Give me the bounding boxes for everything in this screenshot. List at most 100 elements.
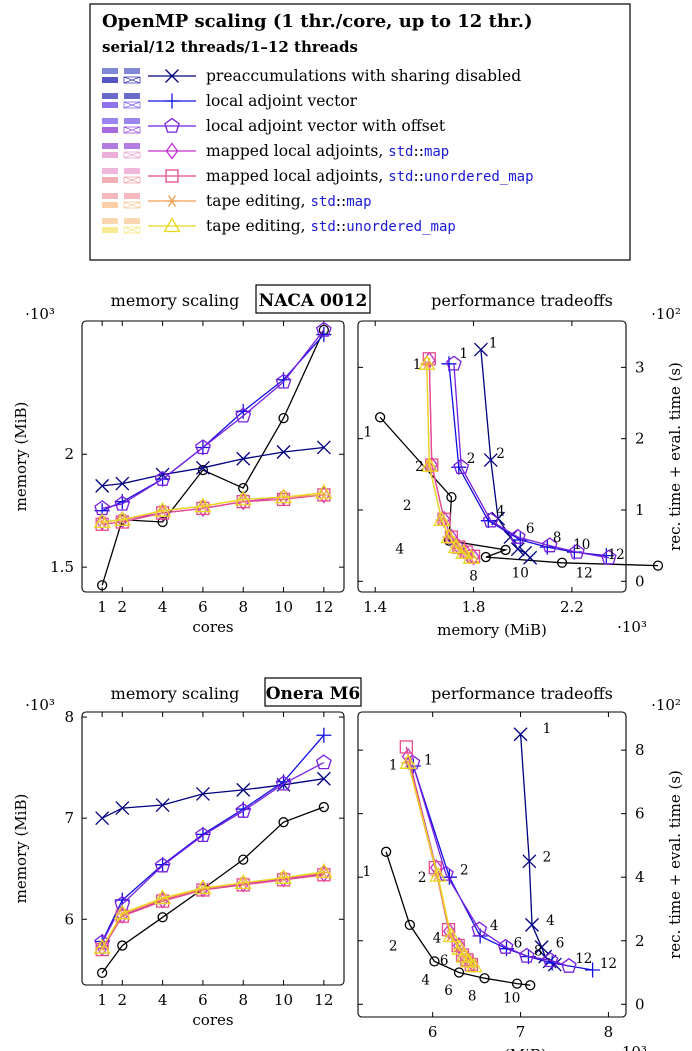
data-point (278, 817, 289, 828)
data-point (155, 798, 170, 812)
legend-swatch-serial-alt (102, 102, 118, 108)
legend-code-span: map (346, 194, 371, 210)
thread-count-label: 6 (556, 935, 565, 951)
data-point (451, 939, 469, 955)
data-point (317, 488, 331, 501)
data-point (453, 458, 470, 474)
series-line (101, 806, 325, 974)
legend-code-span: std (311, 219, 336, 235)
y-tick-label: 6 (635, 805, 645, 823)
x-axis-label: memory (MiB) (437, 621, 547, 639)
data-point (318, 801, 329, 813)
data-point (154, 470, 171, 486)
series-lav (94, 727, 332, 950)
data-point (429, 866, 447, 882)
thread-count-label: 1 (389, 757, 398, 773)
legend-swatch-hatched (123, 226, 141, 234)
data-point (195, 826, 211, 842)
data-point (197, 464, 209, 476)
data-point (465, 957, 483, 973)
series-line (101, 871, 324, 948)
data-point (195, 460, 210, 475)
naca-title: NACA 0012 (259, 291, 368, 311)
series-line (407, 762, 475, 967)
legend-swatch-serial (102, 168, 118, 174)
y-axis-label: rec. time + eval. time (s) (666, 362, 684, 551)
legend-swatch-threads (124, 68, 140, 74)
legend-swatch-serial (102, 118, 118, 124)
legend-code-span: std (311, 194, 336, 210)
legend-swatch-threads (124, 193, 140, 199)
data-point (195, 827, 211, 843)
thread-count-label: 4 (433, 931, 442, 947)
legend-entry-sd: preaccumulations with sharing disabled (102, 67, 521, 85)
series-mla (95, 486, 331, 531)
legend-marker (165, 169, 179, 183)
data-point (278, 412, 289, 424)
data-point (522, 854, 537, 869)
legend-text-span: tape editing, (206, 192, 311, 210)
y-tick-label: 0 (635, 995, 645, 1013)
data-point (95, 811, 110, 826)
data-point (483, 453, 498, 468)
data-point (95, 478, 110, 493)
legend-marker (165, 142, 179, 160)
legend-swatch-threads (124, 118, 140, 124)
thread-count-label: 2 (467, 451, 476, 467)
legend-marker (164, 93, 180, 109)
series-ref (97, 324, 329, 591)
legend-text-span: local adjoint vector with offset (206, 117, 446, 135)
y-tick-label: 8 (64, 708, 74, 726)
legend-swatch-hatched (123, 201, 141, 209)
legend-swatch-serial-alt (102, 127, 118, 133)
data-point (155, 857, 171, 873)
data-point (480, 551, 492, 563)
thread-count-label: 2 (496, 446, 505, 462)
data-point (455, 543, 473, 559)
legend-code-span: std (388, 169, 413, 185)
thread-count-label: 10 (503, 990, 520, 1006)
naca-title-box (255, 284, 371, 314)
y-tick-label: 8 (635, 741, 645, 759)
legend-label: local adjoint vector (206, 92, 358, 110)
data-point (462, 548, 480, 564)
data-point (418, 354, 436, 370)
series-mlau (95, 488, 331, 531)
series-lavo (94, 321, 332, 516)
data-point (525, 917, 539, 932)
legend-marker (165, 195, 179, 207)
data-point (399, 754, 417, 769)
y-tick-label: 4 (635, 868, 645, 886)
data-point (432, 511, 451, 527)
legend-swatch-hatched (123, 176, 141, 184)
legend-text-span: :: (336, 217, 346, 235)
data-point (497, 938, 514, 954)
data-point (542, 952, 559, 968)
series-line (102, 494, 324, 525)
series-line (379, 416, 659, 567)
y-tick-label: 0 (635, 572, 645, 590)
legend-swatch-serial-alt (102, 152, 118, 158)
x-tick-label: 7 (516, 1023, 526, 1041)
legend-text-span: mapped local adjoints, (206, 142, 388, 160)
x-tick-label: 1.8 (462, 598, 486, 616)
data-point (380, 846, 392, 857)
thread-count-label: 1 (413, 357, 422, 373)
data-point (97, 580, 108, 591)
legend-text-span: tape editing, (206, 217, 311, 235)
y-scale-label: ·10² (651, 305, 681, 323)
x-tick-label: 8 (238, 991, 248, 1009)
data-point (235, 407, 252, 423)
series-ref (380, 846, 536, 991)
data-point (113, 510, 131, 526)
thread-count-label: 8 (469, 569, 478, 585)
data-point (195, 786, 210, 801)
legend-entry-lav: local adjoint vector (102, 92, 358, 110)
data-point (157, 516, 168, 528)
legend-marker (165, 69, 179, 83)
series-te (95, 488, 331, 528)
legend-swatch-serial-alt (102, 202, 118, 208)
y-tick-label: 7 (64, 809, 74, 827)
